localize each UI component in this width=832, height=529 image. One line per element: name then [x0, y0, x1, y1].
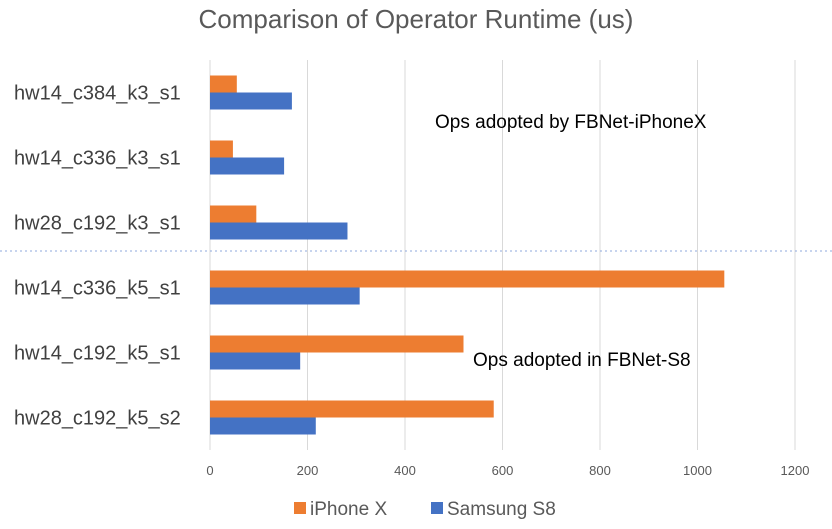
x-tick-label: 200: [297, 463, 319, 478]
bar-samsung-s8-hw28_c192_k3_s1: [210, 222, 348, 240]
bar-iphone-x-hw28_c192_k5_s2: [210, 400, 494, 418]
category-label: hw14_c336_k5_s1: [14, 278, 181, 300]
legend: iPhone X Samsung S8: [294, 499, 556, 520]
bar-samsung-s8-hw14_c336_k3_s1: [210, 157, 285, 175]
bar-iphone-x-hw14_c336_k5_s1: [210, 270, 725, 288]
bar-samsung-s8-hw28_c192_k5_s2: [210, 417, 316, 435]
bar-samsung-s8-hw14_c192_k5_s1: [210, 352, 301, 370]
bar-iphone-x-hw14_c192_k5_s1: [210, 335, 464, 353]
category-label: hw28_c192_k5_s2: [14, 408, 181, 430]
x-tick-label: 1200: [781, 463, 810, 478]
category-labels: hw14_c384_k3_s1 hw14_c336_k3_s1 hw28_c192_…: [14, 83, 181, 430]
category-label: hw14_c336_k3_s1: [14, 148, 181, 170]
bar-iphone-x-hw14_c336_k3_s1: [210, 140, 233, 158]
category-label: hw14_c192_k5_s1: [14, 343, 181, 365]
x-tick-label: 1000: [683, 463, 712, 478]
gridlines: [209, 60, 796, 450]
bar-iphone-x-hw28_c192_k3_s1: [210, 205, 257, 223]
chart-title: Comparison of Operator Runtime (us): [199, 4, 634, 34]
legend-swatch-samsung-s8: [431, 502, 443, 514]
legend-label-iphone-x: iPhone X: [310, 499, 387, 520]
bar-samsung-s8-hw14_c336_k5_s1: [210, 287, 360, 305]
x-tick-labels: 0 200 400 600 800 1000 1200: [206, 463, 809, 478]
bar-samsung-s8-hw14_c384_k3_s1: [210, 92, 292, 110]
x-tick-label: 400: [394, 463, 416, 478]
x-tick-label: 0: [206, 463, 213, 478]
category-label: hw28_c192_k3_s1: [14, 213, 181, 235]
annotation-iphonex: Ops adopted by FBNet-iPhoneX: [435, 112, 707, 133]
x-tick-label: 800: [589, 463, 611, 478]
legend-label-samsung-s8: Samsung S8: [447, 499, 556, 520]
legend-swatch-iphone-x: [294, 502, 306, 514]
category-label: hw14_c384_k3_s1: [14, 83, 181, 105]
bars: [210, 75, 725, 435]
annotation-s8: Ops adopted in FBNet-S8: [473, 350, 691, 371]
bar-iphone-x-hw14_c384_k3_s1: [210, 75, 237, 93]
x-tick-label: 600: [492, 463, 514, 478]
